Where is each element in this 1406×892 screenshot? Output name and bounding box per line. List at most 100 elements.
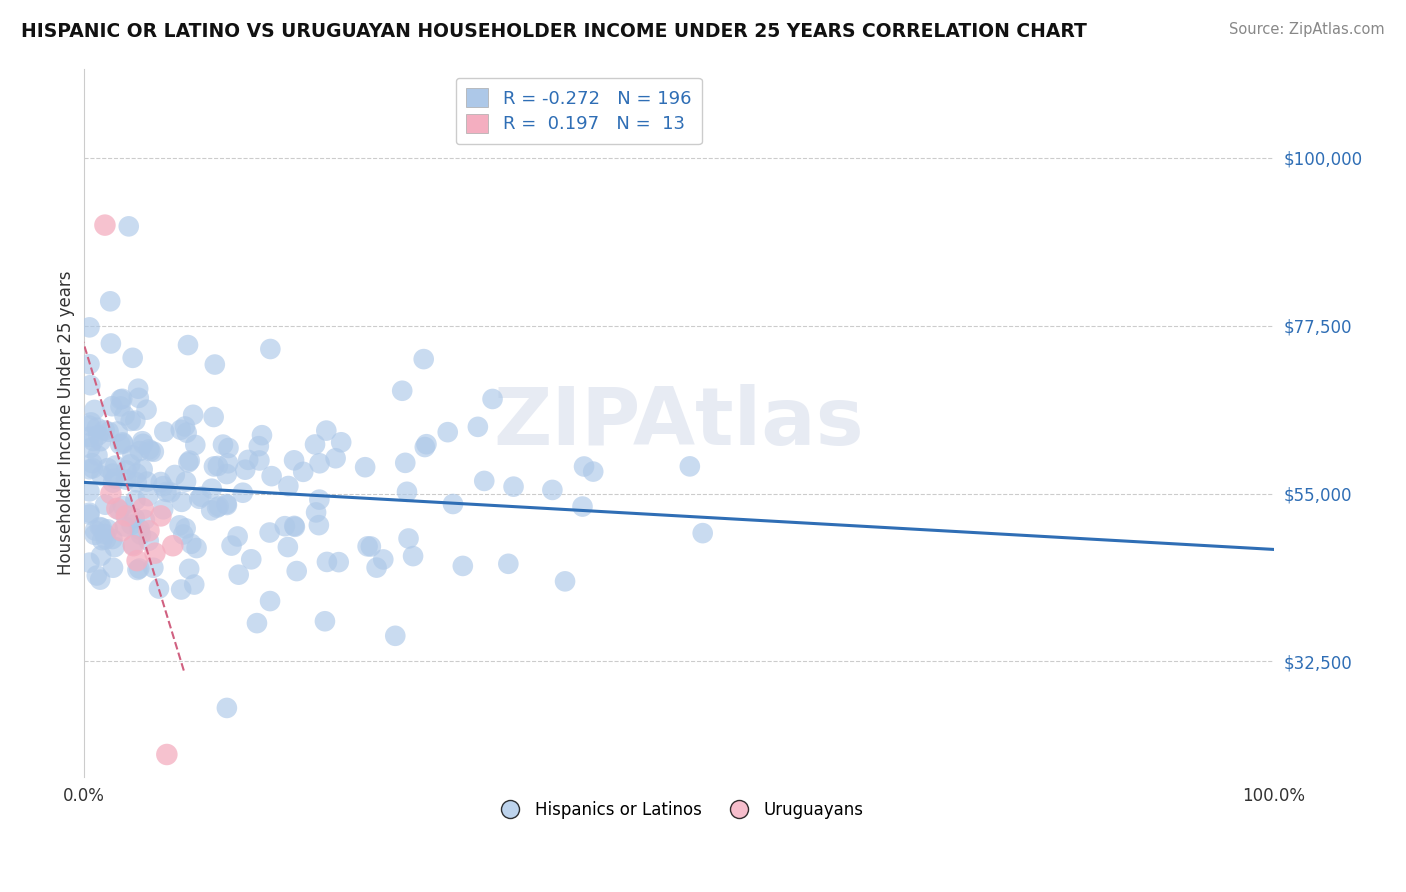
Point [82, 461, 104, 475]
Point [121, 351, 143, 365]
Point [284, 520, 307, 534]
Point [188, 491, 211, 506]
Point [498, 557, 520, 571]
Point [402, 549, 425, 563]
Point [112, 499, 135, 513]
Point [413, 440, 436, 454]
Point [170, 423, 193, 437]
Point [238, 453, 260, 467]
Point [249, 453, 271, 467]
Point [125, 467, 148, 481]
Point [314, 614, 336, 628]
Point [79, 441, 101, 455]
Point [101, 399, 124, 413]
Point [100, 486, 122, 500]
Point [283, 453, 305, 467]
Point [128, 391, 150, 405]
Point [84, 524, 107, 538]
Point [170, 495, 193, 509]
Point [205, 500, 228, 515]
Point [186, 541, 208, 555]
Point [308, 492, 330, 507]
Point [91, 533, 114, 548]
Point [138, 533, 160, 548]
Point [174, 475, 197, 489]
Point [176, 425, 198, 440]
Point [79, 320, 101, 334]
Point [274, 519, 297, 533]
Point [226, 529, 249, 543]
Point [149, 508, 172, 523]
Point [441, 497, 464, 511]
Point [221, 539, 243, 553]
Point [124, 493, 146, 508]
Point [174, 521, 197, 535]
Point [86, 421, 108, 435]
Point [172, 527, 194, 541]
Point [330, 435, 353, 450]
Point [201, 482, 224, 496]
Point [143, 546, 166, 560]
Point [142, 444, 165, 458]
Point [259, 525, 281, 540]
Point [104, 458, 127, 473]
Point [111, 392, 134, 406]
Point [259, 594, 281, 608]
Point [181, 408, 204, 422]
Point [180, 537, 202, 551]
Point [138, 524, 160, 538]
Point [292, 465, 315, 479]
Point [212, 437, 235, 451]
Point [83, 528, 105, 542]
Point [89, 520, 111, 534]
Point [79, 462, 101, 476]
Point [394, 456, 416, 470]
Point [215, 498, 238, 512]
Point [124, 511, 146, 525]
Point [139, 444, 162, 458]
Point [250, 428, 273, 442]
Point [304, 437, 326, 451]
Point [155, 484, 177, 499]
Point [202, 459, 225, 474]
Point [101, 560, 124, 574]
Point [384, 629, 406, 643]
Point [114, 519, 136, 533]
Point [541, 483, 564, 497]
Point [170, 582, 193, 597]
Point [177, 455, 200, 469]
Point [246, 616, 269, 631]
Point [86, 568, 108, 582]
Point [86, 449, 108, 463]
Point [80, 456, 103, 470]
Point [179, 453, 201, 467]
Point [114, 409, 136, 423]
Point [105, 501, 128, 516]
Point [90, 468, 112, 483]
Point [115, 508, 138, 523]
Point [395, 484, 418, 499]
Point [354, 460, 377, 475]
Point [481, 392, 503, 406]
Point [97, 522, 120, 536]
Point [115, 473, 138, 487]
Point [451, 558, 474, 573]
Point [89, 573, 111, 587]
Point [366, 560, 388, 574]
Point [208, 500, 231, 514]
Point [104, 472, 127, 486]
Point [125, 475, 148, 490]
Point [122, 538, 145, 552]
Point [190, 490, 212, 504]
Point [101, 467, 124, 481]
Point [360, 540, 382, 554]
Point [94, 218, 117, 232]
Point [94, 527, 117, 541]
Point [215, 467, 238, 481]
Point [79, 430, 101, 444]
Point [218, 441, 240, 455]
Point [472, 474, 495, 488]
Point [315, 424, 337, 438]
Point [135, 402, 157, 417]
Point [97, 425, 120, 439]
